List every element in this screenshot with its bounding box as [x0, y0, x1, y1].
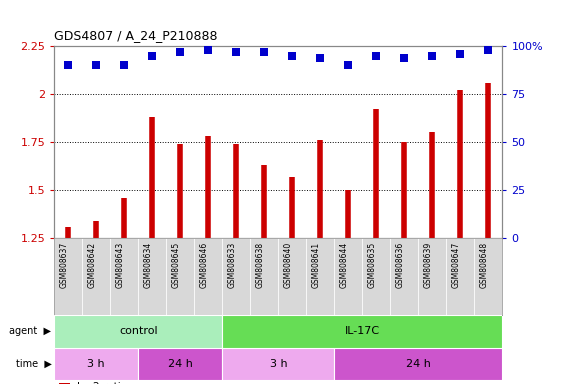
- Text: GSM808642: GSM808642: [87, 242, 96, 288]
- Bar: [307, 238, 335, 315]
- Point: [92, 62, 101, 68]
- Text: GDS4807 / A_24_P210888: GDS4807 / A_24_P210888: [54, 29, 218, 42]
- Bar: [59, 382, 70, 384]
- Text: 24 h: 24 h: [168, 359, 193, 369]
- Text: GSM808644: GSM808644: [339, 242, 348, 288]
- Bar: [82, 238, 110, 315]
- Bar: [222, 238, 250, 315]
- Text: GSM808643: GSM808643: [115, 242, 124, 288]
- Text: IL-17C: IL-17C: [345, 326, 380, 336]
- Text: GSM808646: GSM808646: [199, 242, 208, 288]
- Point: [64, 62, 73, 68]
- Text: log2 ratio: log2 ratio: [77, 382, 127, 384]
- Point: [176, 49, 185, 55]
- Point: [260, 49, 269, 55]
- Text: GSM808637: GSM808637: [59, 242, 69, 288]
- Point: [456, 51, 465, 57]
- Point: [400, 55, 409, 61]
- Point: [344, 62, 353, 68]
- Point: [484, 47, 493, 53]
- Bar: [419, 238, 447, 315]
- Text: 24 h: 24 h: [406, 359, 431, 369]
- Point: [120, 62, 129, 68]
- Bar: [222, 348, 335, 380]
- Bar: [363, 238, 391, 315]
- Bar: [475, 238, 502, 315]
- Bar: [222, 315, 502, 348]
- Text: GSM808638: GSM808638: [255, 242, 264, 288]
- Bar: [54, 348, 138, 380]
- Bar: [138, 348, 222, 380]
- Text: GSM808647: GSM808647: [452, 242, 460, 288]
- Text: control: control: [119, 326, 158, 336]
- Bar: [335, 348, 502, 380]
- Bar: [279, 238, 307, 315]
- Point: [148, 53, 157, 59]
- Text: GSM808640: GSM808640: [283, 242, 292, 288]
- Text: GSM808639: GSM808639: [424, 242, 432, 288]
- Text: GSM808633: GSM808633: [227, 242, 236, 288]
- Bar: [138, 238, 166, 315]
- Bar: [335, 238, 363, 315]
- Point: [428, 53, 437, 59]
- Point: [232, 49, 241, 55]
- Text: 3 h: 3 h: [270, 359, 287, 369]
- Point: [204, 47, 213, 53]
- Text: GSM808645: GSM808645: [171, 242, 180, 288]
- Bar: [110, 238, 138, 315]
- Text: GSM808648: GSM808648: [480, 242, 488, 288]
- Bar: [391, 238, 419, 315]
- Bar: [166, 238, 194, 315]
- Point: [288, 53, 297, 59]
- Text: 3 h: 3 h: [87, 359, 105, 369]
- Text: agent  ▶: agent ▶: [9, 326, 51, 336]
- Bar: [194, 238, 222, 315]
- Point: [316, 55, 325, 61]
- Text: GSM808641: GSM808641: [311, 242, 320, 288]
- Text: GSM808636: GSM808636: [396, 242, 404, 288]
- Bar: [54, 315, 222, 348]
- Bar: [250, 238, 279, 315]
- Point: [372, 53, 381, 59]
- Bar: [447, 238, 475, 315]
- Bar: [54, 238, 82, 315]
- Text: GSM808634: GSM808634: [143, 242, 152, 288]
- Text: time  ▶: time ▶: [15, 359, 51, 369]
- Text: GSM808635: GSM808635: [367, 242, 376, 288]
